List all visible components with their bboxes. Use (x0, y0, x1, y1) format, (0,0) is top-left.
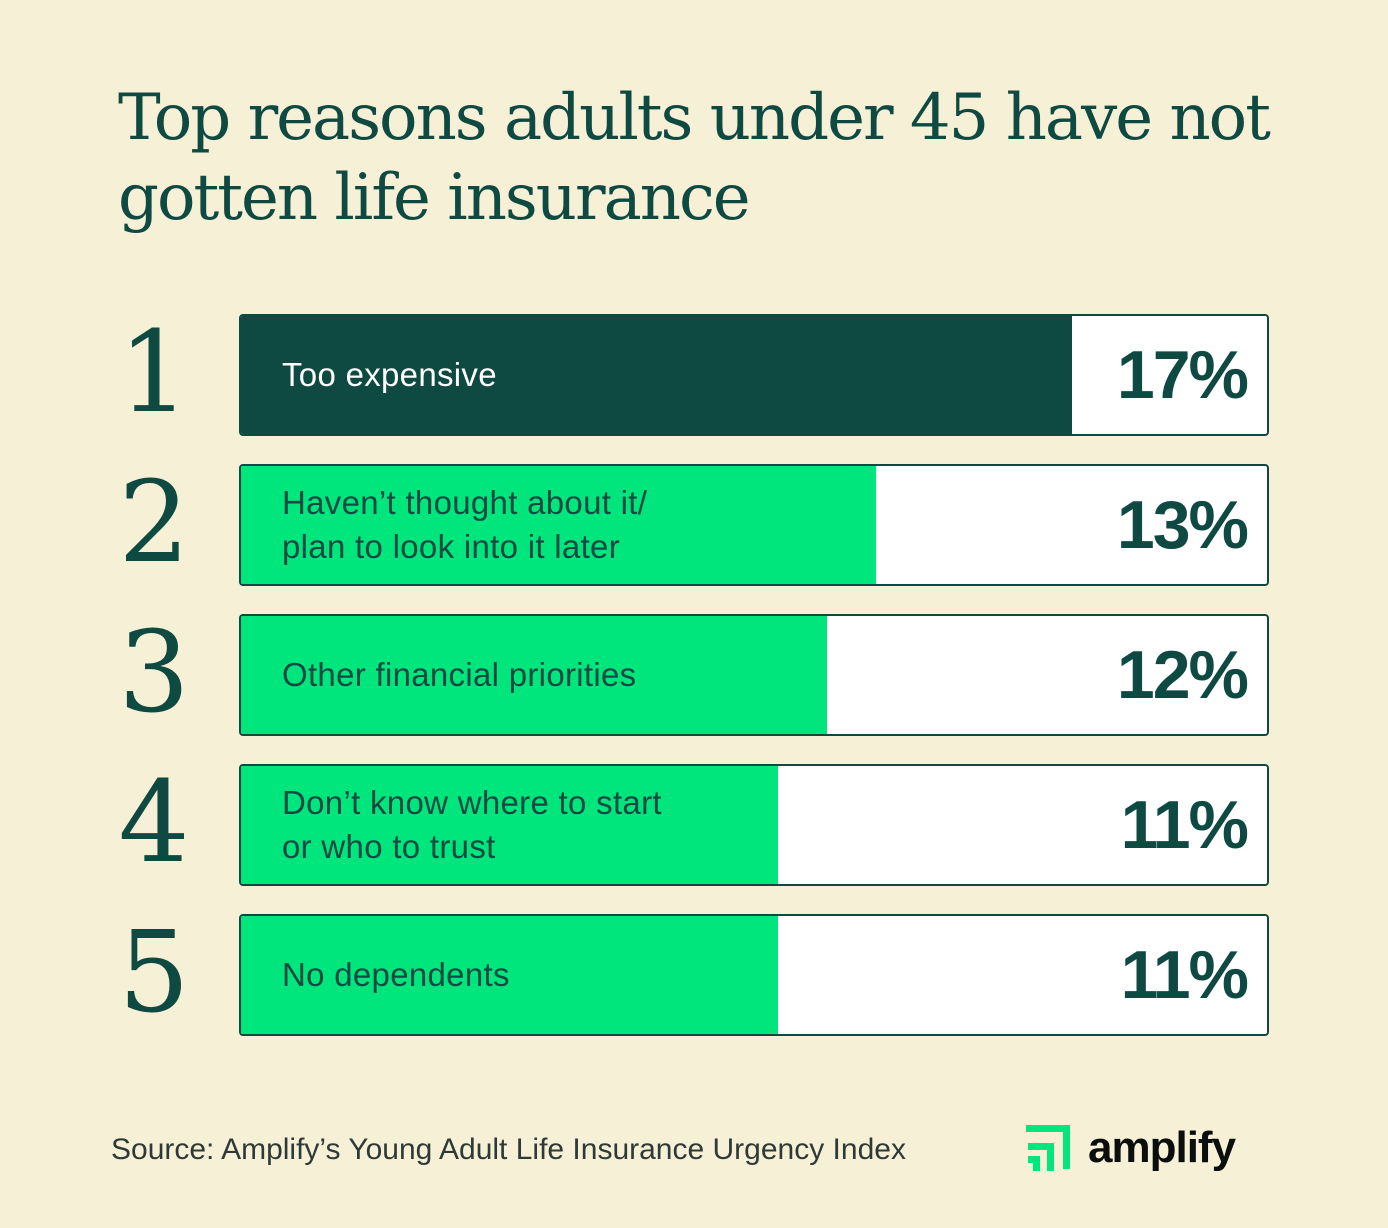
bar-fill (241, 616, 827, 734)
bar-fill (241, 766, 778, 884)
bar-track: Too expensive 17% (239, 314, 1269, 436)
data-label: 11% (1120, 787, 1249, 863)
bar-fill (241, 916, 778, 1034)
data-label: 13% (1116, 487, 1249, 563)
rank-number: 1 (118, 308, 190, 438)
bar-fill (241, 316, 1072, 434)
amplify-logo-icon (1026, 1125, 1070, 1171)
rank-number: 2 (118, 458, 190, 588)
logo-text: amplify (1088, 1123, 1236, 1172)
bar-label: No dependents (282, 956, 510, 993)
bar-fill (241, 466, 876, 584)
bar-track: Other financial priorities 12% (239, 614, 1269, 736)
bar-track: Don’t know where to start or who to trus… (239, 764, 1269, 886)
bar-label: Haven’t thought about it/ plan to look i… (282, 484, 648, 565)
rank-number: 3 (118, 608, 190, 738)
data-label: 17% (1116, 337, 1249, 413)
data-label: 11% (1120, 937, 1249, 1013)
bar-label: Too expensive (282, 356, 497, 393)
bar-track: Haven’t thought about it/ plan to look i… (239, 464, 1269, 586)
rank-number: 4 (118, 758, 190, 888)
data-label: 12% (1116, 637, 1249, 713)
amplify-logo: amplify (1026, 1120, 1236, 1176)
bar-track: No dependents 11% (239, 914, 1269, 1036)
chart-title: Top reasons adults under 45 have not got… (118, 81, 1271, 235)
source-note: Source: Amplify’s Young Adult Life Insur… (111, 1133, 906, 1166)
bar-label: Other financial priorities (282, 656, 637, 693)
rank-number: 5 (118, 908, 190, 1038)
bar-label: Don’t know where to start or who to trus… (282, 784, 662, 865)
